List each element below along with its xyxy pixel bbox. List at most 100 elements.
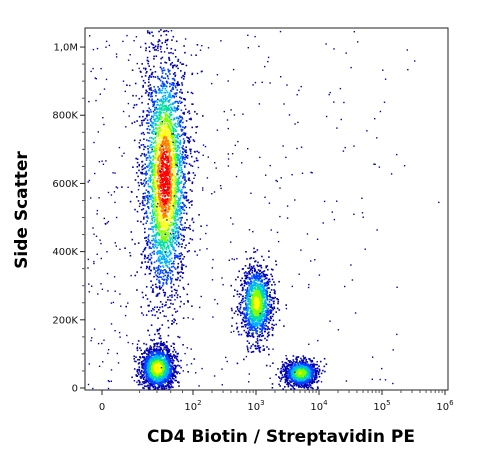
density-point xyxy=(141,75,143,78)
density-point xyxy=(186,293,189,296)
density-point xyxy=(160,210,163,213)
density-point xyxy=(159,351,161,354)
density-point xyxy=(145,181,148,183)
density-point xyxy=(179,160,181,162)
density-point xyxy=(157,239,160,241)
density-point xyxy=(150,382,152,385)
density-point xyxy=(166,254,168,257)
density-point xyxy=(180,195,182,197)
density-point xyxy=(164,92,167,94)
density-point xyxy=(171,132,173,134)
density-point xyxy=(156,183,158,186)
density-point xyxy=(177,137,179,140)
density-point xyxy=(176,255,178,258)
density-point xyxy=(153,118,155,121)
density-point xyxy=(173,234,175,237)
density-point xyxy=(170,359,172,362)
density-point xyxy=(162,214,164,216)
density-point xyxy=(160,158,163,160)
density-point xyxy=(180,207,183,209)
density-point xyxy=(146,203,148,205)
density-point xyxy=(166,43,168,46)
density-point xyxy=(163,105,166,107)
density-point xyxy=(182,344,184,346)
density-point xyxy=(268,301,271,303)
density-point xyxy=(147,367,150,370)
density-point xyxy=(163,176,166,178)
density-point xyxy=(167,68,169,71)
density-point xyxy=(177,190,179,193)
density-point xyxy=(170,383,172,386)
density-point xyxy=(133,355,135,358)
density-point xyxy=(154,237,157,239)
density-point xyxy=(154,45,157,47)
density-point xyxy=(165,371,168,373)
density-point xyxy=(181,267,183,269)
density-point xyxy=(162,179,165,182)
density-point xyxy=(162,195,164,197)
density-point xyxy=(162,168,164,171)
density-point xyxy=(155,161,158,163)
density-point xyxy=(176,231,179,233)
density-point xyxy=(170,111,172,113)
density-point xyxy=(179,233,182,235)
density-point xyxy=(160,118,163,120)
density-point xyxy=(163,370,166,372)
density-point xyxy=(135,360,137,363)
density-point xyxy=(143,356,146,358)
density-point xyxy=(159,230,161,233)
density-point xyxy=(166,156,169,158)
density-point xyxy=(159,113,161,116)
density-point xyxy=(166,74,169,77)
density-point xyxy=(177,168,180,170)
density-point xyxy=(159,121,161,123)
density-point xyxy=(177,67,179,70)
density-point xyxy=(161,375,163,378)
density-point xyxy=(152,156,155,158)
density-point xyxy=(152,383,154,386)
density-point xyxy=(162,205,164,207)
density-point xyxy=(174,109,176,111)
density-point xyxy=(261,291,263,293)
density-point xyxy=(153,360,155,362)
density-point xyxy=(188,171,190,173)
density-point xyxy=(168,152,171,155)
density-point xyxy=(137,200,140,202)
density-point xyxy=(154,193,157,196)
density-point xyxy=(157,350,159,353)
density-point xyxy=(182,151,184,153)
density-point xyxy=(165,62,168,64)
density-point xyxy=(149,137,151,139)
density-point xyxy=(150,146,153,149)
density-point xyxy=(155,349,157,352)
density-point xyxy=(168,154,171,156)
density-point xyxy=(140,144,143,146)
density-point xyxy=(192,139,195,141)
density-point xyxy=(174,164,176,166)
density-point xyxy=(252,322,254,324)
density-point xyxy=(179,181,181,184)
density-point xyxy=(165,241,167,244)
density-point xyxy=(166,164,168,166)
density-point xyxy=(157,209,160,212)
density-point xyxy=(172,368,174,371)
density-point xyxy=(177,186,180,188)
density-point xyxy=(164,361,167,363)
density-point xyxy=(159,250,161,252)
density-point xyxy=(182,272,184,274)
density-point xyxy=(176,202,179,204)
density-point xyxy=(177,352,179,355)
density-point xyxy=(152,200,154,202)
density-point xyxy=(172,178,175,180)
density-point xyxy=(169,169,171,171)
density-point xyxy=(163,378,166,380)
density-point xyxy=(169,232,172,234)
density-point xyxy=(142,196,144,198)
density-point xyxy=(157,184,159,187)
density-point xyxy=(172,303,174,305)
density-point xyxy=(167,334,170,337)
density-point xyxy=(161,82,164,85)
density-point xyxy=(163,216,166,218)
density-point xyxy=(150,374,152,376)
density-point xyxy=(188,163,191,165)
